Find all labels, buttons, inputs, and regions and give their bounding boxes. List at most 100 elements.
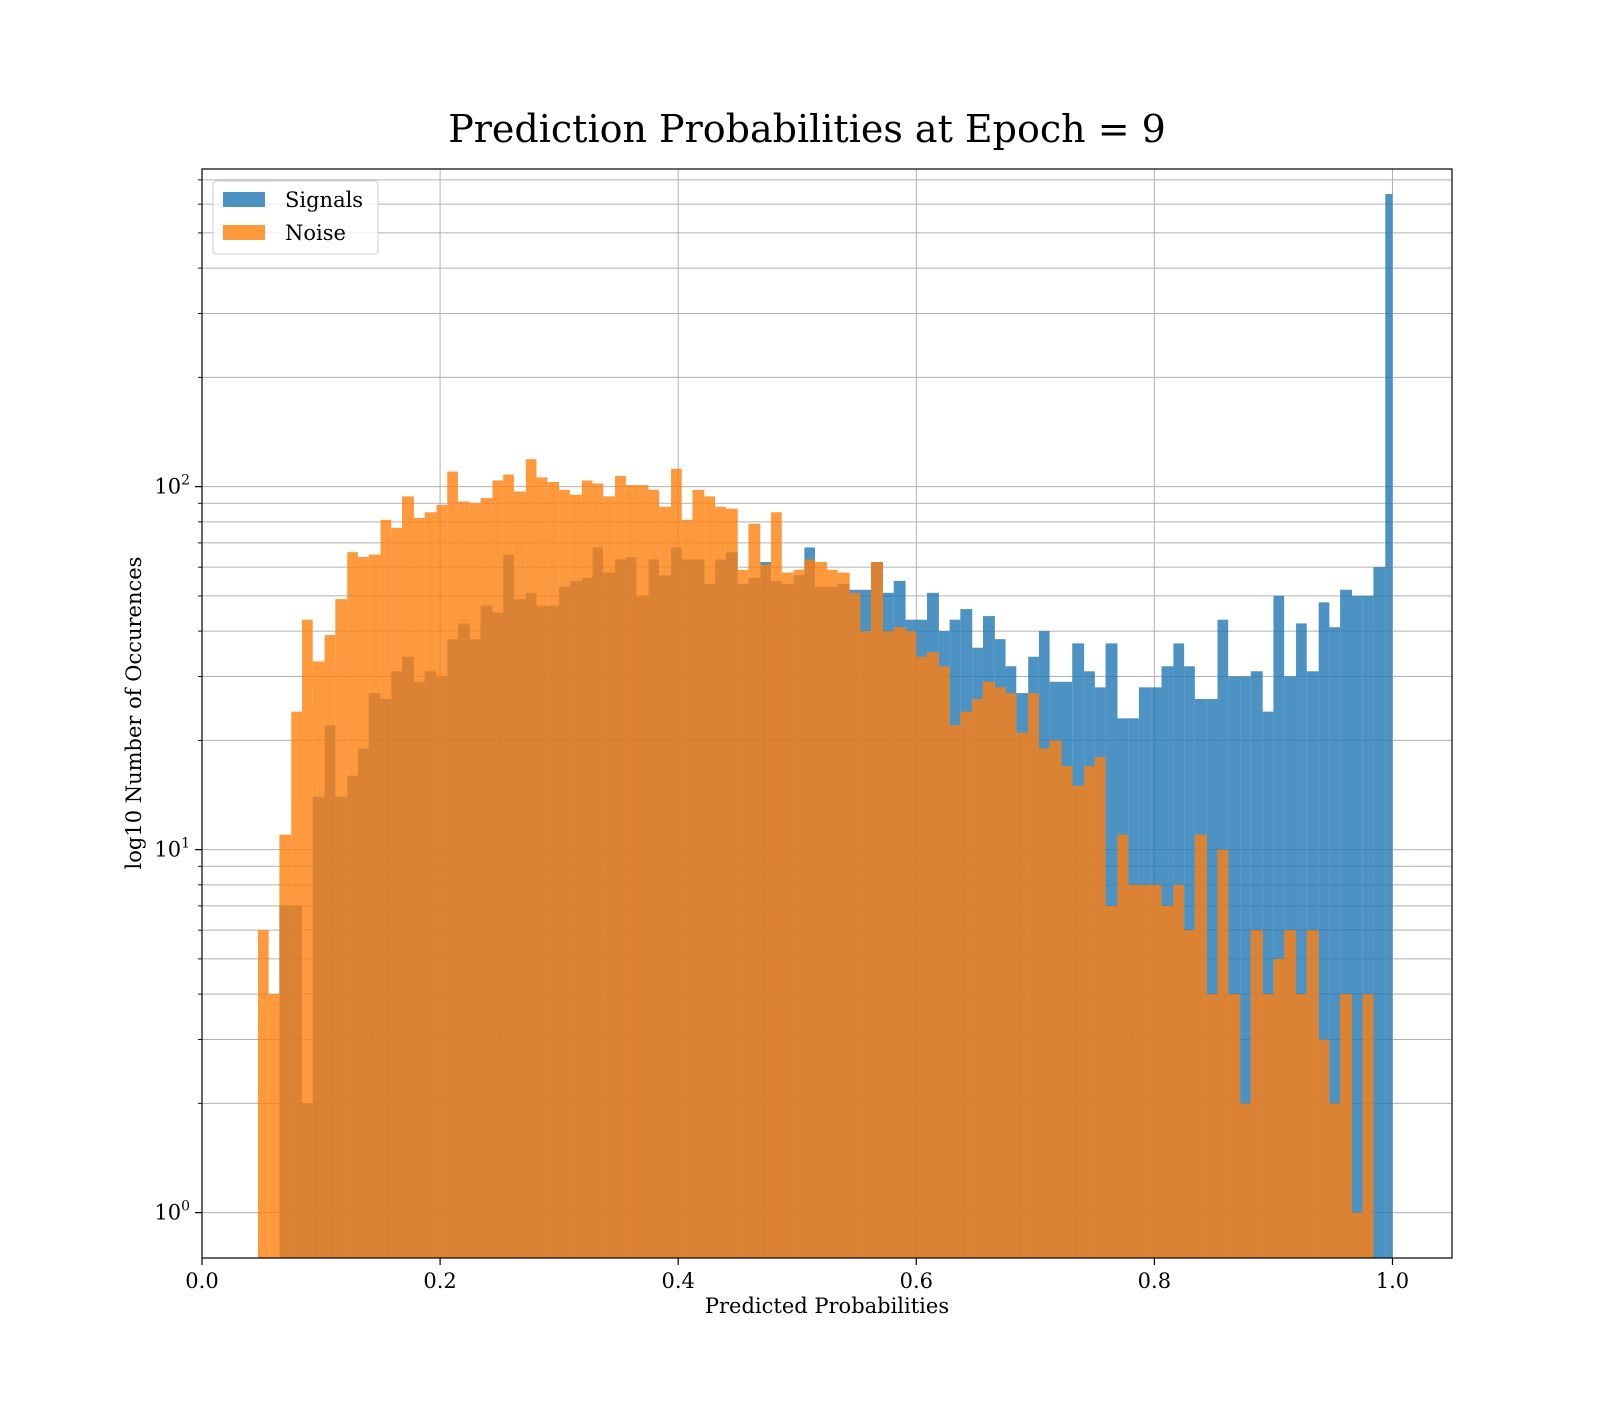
- legend-swatch-signals: [223, 192, 265, 207]
- histogram-bar: [938, 666, 950, 1258]
- histogram-bar: [268, 994, 280, 1258]
- histogram-bar: [469, 503, 481, 1258]
- x-tick-label: 1.0: [1376, 1269, 1409, 1293]
- histogram-bar: [1228, 994, 1241, 1258]
- histogram-bar: [1049, 740, 1062, 1258]
- histogram-bar: [804, 559, 816, 1258]
- histogram-bars: [257, 194, 1393, 1259]
- legend-swatch-noise: [223, 225, 265, 240]
- histogram-bar: [569, 494, 582, 1259]
- histogram-bar: [592, 483, 604, 1258]
- histogram-bar: [636, 485, 649, 1259]
- histogram-bar: [615, 475, 626, 1259]
- histogram-bar: [581, 480, 593, 1259]
- histogram-bar: [893, 627, 906, 1258]
- histogram-bar: [725, 508, 738, 1259]
- histogram-bar: [715, 506, 726, 1258]
- histogram-bar: [1329, 1103, 1341, 1258]
- histogram-bar: [547, 481, 560, 1258]
- histogram-bar: [1173, 884, 1185, 1258]
- histogram-bar: [347, 552, 358, 1258]
- legend: Signals Noise: [212, 180, 379, 255]
- x-tick-label: 0.2: [423, 1269, 456, 1293]
- histogram-bar: [536, 477, 548, 1259]
- histogram-bar: [648, 489, 660, 1259]
- histogram-bar: [1194, 834, 1207, 1258]
- series-noise: [257, 459, 1374, 1259]
- histogram-bar: [503, 474, 514, 1258]
- histogram-bar: [1005, 693, 1017, 1258]
- histogram-bar: [357, 557, 369, 1258]
- legend-label-signals: Signals: [285, 188, 363, 212]
- histogram-bar: [380, 519, 392, 1258]
- histogram-bar: [559, 489, 570, 1259]
- histogram-bar: [1284, 930, 1297, 1258]
- histogram-bar: [257, 930, 269, 1258]
- histogram-bar: [1318, 1039, 1330, 1258]
- y-tick-label: 100: [154, 1199, 190, 1225]
- histogram-bar: [882, 631, 894, 1258]
- histogram-bar: [447, 471, 458, 1258]
- histogram-bar: [1084, 765, 1095, 1258]
- histogram-bar: [1206, 994, 1218, 1258]
- histogram-bar: [781, 572, 794, 1258]
- histogram-bar: [1240, 676, 1251, 1258]
- histogram-bar: [1240, 1103, 1251, 1258]
- histogram-bar: [994, 687, 1006, 1258]
- histogram-bar: [1072, 785, 1085, 1258]
- histogram-bar: [1306, 930, 1319, 1258]
- histogram-bar: [1138, 884, 1151, 1258]
- histogram-bar: [1373, 567, 1386, 1258]
- histogram-bar: [1362, 994, 1374, 1258]
- histogram-bar: [1028, 693, 1039, 1258]
- histogram-bar: [1250, 930, 1263, 1258]
- histogram-bar: [960, 711, 973, 1258]
- histogram-bar: [871, 562, 883, 1258]
- histogram-bar: [927, 652, 939, 1258]
- histogram-bar: [1352, 595, 1363, 1258]
- histogram-bar: [827, 569, 838, 1258]
- histogram-bar: [849, 592, 861, 1258]
- histogram-bar: [291, 711, 302, 1258]
- x-tick-label: 0.0: [185, 1269, 218, 1293]
- histogram-bar: [1318, 602, 1330, 1258]
- histogram-bar: [1161, 905, 1174, 1258]
- histogram-bar: [1262, 994, 1274, 1258]
- histogram-bar: [748, 523, 761, 1258]
- histogram-bar: [391, 527, 402, 1258]
- histogram-bar: [1105, 905, 1118, 1258]
- legend-label-noise: Noise: [285, 221, 346, 245]
- histogram-bar: [1296, 623, 1307, 1258]
- histogram-bar: [760, 564, 772, 1258]
- histogram-bar: [737, 569, 749, 1258]
- histogram-bar: [1329, 627, 1341, 1258]
- chart-title: Prediction Probabilities at Epoch = 9: [448, 107, 1166, 151]
- plot-frame: [201, 168, 1453, 1259]
- histogram-bar: [603, 496, 616, 1258]
- histogram-bar: [837, 572, 850, 1258]
- histogram-bar: [771, 512, 782, 1258]
- histogram-bar: [905, 631, 917, 1258]
- histogram-bar: [1038, 748, 1050, 1258]
- histogram-bar: [436, 505, 448, 1258]
- histogram-bar: [1273, 595, 1285, 1258]
- y-axis-ticks: 100 101 102: [154, 179, 202, 1225]
- histogram-bar: [671, 468, 682, 1258]
- histogram-bar: [692, 489, 705, 1259]
- histogram-bar: [815, 562, 827, 1258]
- histogram-bar: [1117, 834, 1129, 1258]
- histogram-bar: [681, 519, 693, 1258]
- histogram-bar: [1385, 194, 1393, 1258]
- histogram-bar: [1150, 884, 1162, 1258]
- histogram-bar: [424, 512, 437, 1258]
- histogram-bar: [368, 554, 381, 1258]
- histogram-bar: [457, 501, 470, 1258]
- histogram-bar: [480, 498, 493, 1259]
- histogram-bar: [1016, 732, 1029, 1258]
- histogram-bar: [1217, 849, 1229, 1258]
- histogram-bar: [1340, 994, 1352, 1258]
- histogram-bar: [1340, 589, 1352, 1258]
- histogram-bar: [1094, 756, 1106, 1258]
